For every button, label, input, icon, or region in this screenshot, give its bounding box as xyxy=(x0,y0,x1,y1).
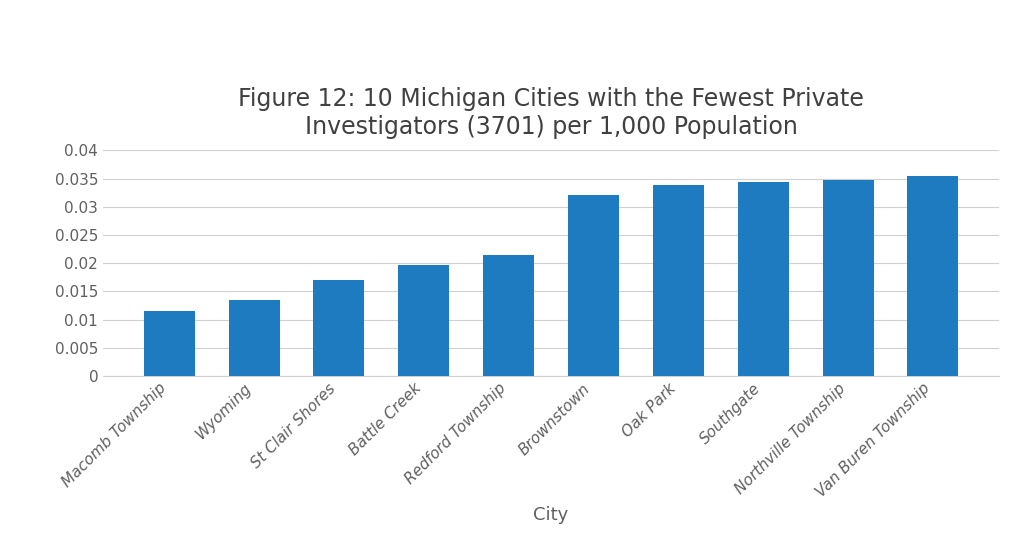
X-axis label: City: City xyxy=(534,506,569,524)
Bar xyxy=(144,311,195,376)
Bar xyxy=(313,280,365,376)
Bar xyxy=(823,180,873,376)
Bar xyxy=(568,195,619,376)
Bar xyxy=(653,185,703,376)
Bar xyxy=(229,300,279,376)
Bar xyxy=(399,265,449,376)
Bar xyxy=(483,255,535,376)
Bar xyxy=(907,176,958,376)
Title: Figure 12: 10 Michigan Cities with the Fewest Private
Investigators (3701) per 1: Figure 12: 10 Michigan Cities with the F… xyxy=(238,87,864,139)
Bar xyxy=(737,182,789,376)
